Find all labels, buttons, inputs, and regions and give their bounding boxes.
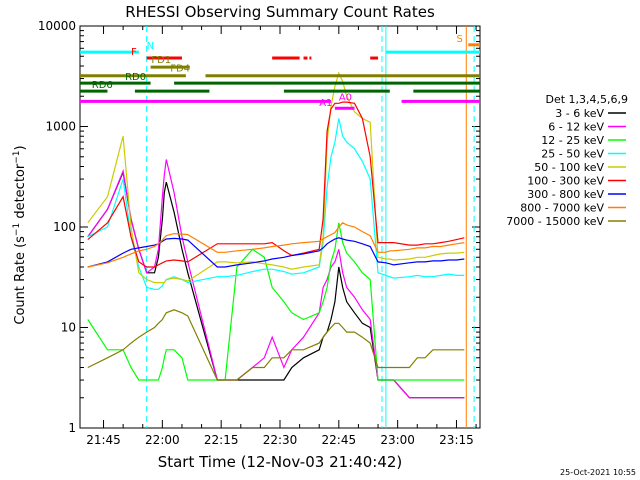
y-axis-label-part1: Count Rate (s [13,236,28,325]
y-tick-label: 10 [61,321,76,335]
y-tick-label: 1 [68,421,76,435]
series-line [87,101,465,268]
legend-entry-label: 50 - 100 keV [534,161,604,174]
legend-entry-label: 12 - 25 keV [541,134,604,147]
series-line [87,309,465,381]
legend-entry-label: 6 - 12 keV [548,121,604,134]
y-tick-label: 1000 [45,120,76,134]
series-line [87,222,465,268]
legend-entry-label: 300 - 800 keV [527,188,604,201]
series-line [87,222,465,381]
flag-annotation: F [131,47,137,58]
legend-entry-label: 100 - 300 keV [527,175,604,188]
series-line [87,71,465,284]
flag-annotation: RD0 [125,72,146,83]
x-tick-label: 22:15 [204,433,239,447]
y-axis-label-sup2: −1 [12,150,22,163]
flag-annotation: RD6 [92,80,113,91]
y-axis-label-part3: ) [13,145,28,150]
y-axis-label: Count Rate (s−1 detector−1) [12,145,28,324]
legend-entry-label: 25 - 50 keV [541,148,604,161]
series-line [87,118,465,290]
flag-annotation: FD4 [170,63,190,74]
x-tick-label: 23:15 [439,433,474,447]
legend-title: Det 1,3,4,5,6,9 [545,93,628,106]
legend-entry-label: 3 - 6 keV [555,107,604,120]
flag-annotation: S [456,34,462,45]
chart-title: RHESSI Observing Summary Count Rates [125,3,435,21]
y-axis-label-part2: detector [13,163,28,223]
series-line [87,159,465,399]
legend-entry-label: 7000 - 15000 keV [506,215,604,228]
y-tick-label: 10000 [38,19,76,33]
flag-annotation: A1 [319,98,332,109]
x-tick-label: 22:00 [145,433,180,447]
x-tick-label: 23:00 [380,433,415,447]
x-tick-label: 21:45 [86,433,121,447]
x-tick-label: 22:45 [322,433,357,447]
footer-timestamp: 25-Oct-2021 10:55 [560,468,636,477]
x-tick-label: 22:30 [263,433,298,447]
y-tick-label: 100 [53,220,76,234]
plot-area: 1 10 100 1000 10000 21:45 22:00 22:15 22:30 22:45… [38,19,481,447]
flag-annotation: N [147,41,154,52]
y-axis-label-sup1: −1 [12,223,22,236]
x-axis-label: Start Time (12-Nov-03 21:40:42) [158,453,403,471]
flag-annotation: FD1 [151,55,171,66]
flag-annotation: A0 [339,92,352,103]
legend-entry-label: 800 - 7000 keV [520,202,604,215]
